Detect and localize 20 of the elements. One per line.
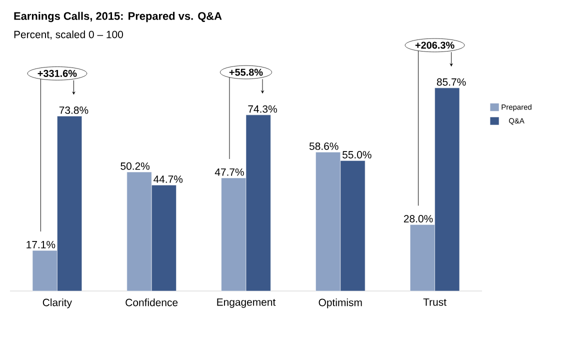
chart-title: Earnings Calls, 2015: Prepared vs. Q&A <box>14 12 222 22</box>
text: +206.3% <box>415 42 454 49</box>
x-tick-label: Clarity <box>42 298 72 308</box>
x-tick-label: Engagement <box>217 298 276 308</box>
data-label: 58.6% <box>309 142 338 150</box>
data-label: 44.7% <box>154 176 183 183</box>
data-label: 73.8% <box>59 106 88 114</box>
data-label: 74.3% <box>248 105 277 113</box>
data-label: 55.0% <box>342 151 372 158</box>
data-label: 47.7% <box>214 168 244 176</box>
text: +331.6% <box>38 70 77 77</box>
x-tick-label: Confidence <box>126 298 178 306</box>
data-label: 28.0% <box>404 215 433 222</box>
x-tick-label: Trust <box>423 298 446 306</box>
x-tick-label: Optimism <box>318 298 362 308</box>
data-label: 50.2% <box>120 162 150 170</box>
data-label: 85.7% <box>436 78 466 86</box>
chart-subtitle: Percent, scaled 0 – 100 <box>14 30 123 40</box>
data-label: 17.1% <box>26 240 56 248</box>
text: +55.8% <box>229 68 263 76</box>
